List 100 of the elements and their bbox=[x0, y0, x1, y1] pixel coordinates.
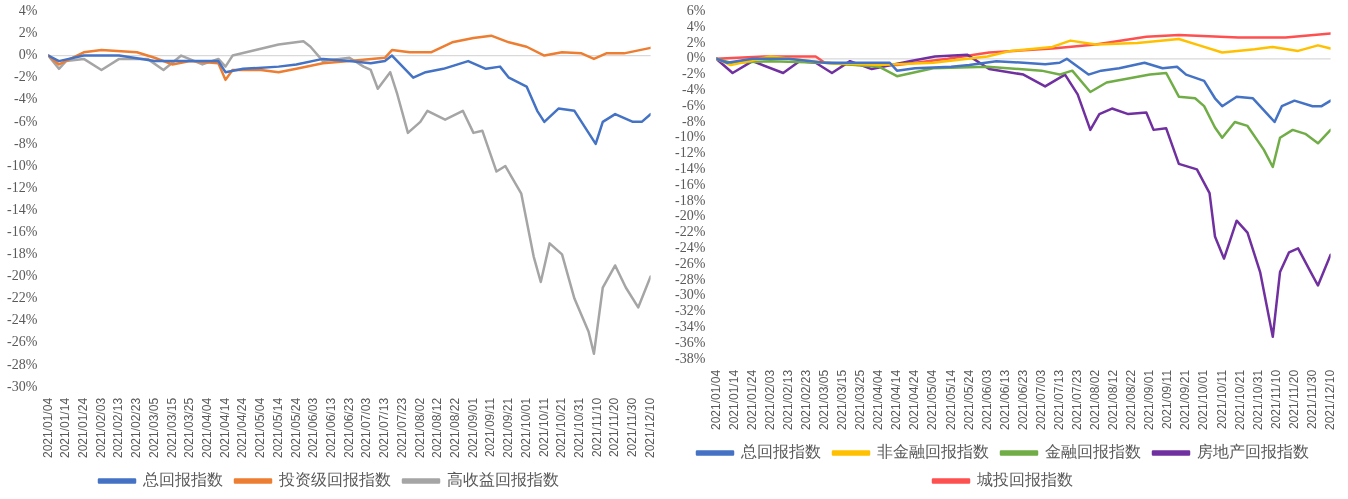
y-tick-label: -22% bbox=[675, 224, 706, 240]
y-tick-label: -34% bbox=[675, 319, 706, 335]
x-tick-label: 2021/11/30 bbox=[1304, 369, 1319, 430]
y-tick-label: -26% bbox=[675, 255, 706, 271]
x-tick-label: 2021/02/23 bbox=[798, 369, 813, 430]
legend-label: 投资级回报指数 bbox=[278, 470, 391, 490]
y-tick-label: 6% bbox=[686, 3, 706, 19]
x-tick-label: 2021/03/25 bbox=[182, 397, 197, 458]
x-tick-label: 2021/02/03 bbox=[762, 369, 777, 430]
x-tick-label: 2021/03/05 bbox=[817, 369, 832, 430]
x-tick-label: 2021/10/01 bbox=[518, 397, 533, 458]
x-tick-label: 2021/02/13 bbox=[111, 397, 126, 458]
x-tick-label: 2021/08/02 bbox=[1088, 369, 1103, 430]
x-tick-label: 2021/08/22 bbox=[1124, 369, 1139, 430]
x-tick-label: 2021/09/21 bbox=[1178, 369, 1193, 430]
x-tick-label: 2021/10/21 bbox=[554, 397, 569, 458]
x-tick-label: 2021/11/10 bbox=[1268, 369, 1283, 430]
x-tick-label: 2021/04/14 bbox=[217, 397, 232, 458]
x-tick-label: 2021/09/11 bbox=[483, 397, 498, 458]
x-tick-label: 2021/10/11 bbox=[536, 397, 551, 458]
x-tick-label: 2021/06/03 bbox=[979, 369, 994, 430]
y-tick-label: -30% bbox=[675, 287, 706, 303]
x-tick-label: 2021/05/24 bbox=[288, 397, 303, 458]
y-tick-label: -2% bbox=[14, 69, 38, 85]
y-tick-label: -32% bbox=[675, 303, 706, 319]
x-tick-label: 2021/05/14 bbox=[943, 369, 958, 430]
y-tick-label: 0% bbox=[18, 47, 38, 63]
legend-label: 高收益回报指数 bbox=[447, 470, 559, 490]
y-tick-label: -18% bbox=[675, 192, 706, 208]
x-tick-label: 2021/10/21 bbox=[1232, 369, 1247, 430]
y-tick-label: -16% bbox=[675, 176, 706, 192]
y-tick-label: -10% bbox=[675, 129, 706, 145]
x-tick-label: 2021/05/14 bbox=[270, 397, 285, 458]
x-tick-label: 2021/01/24 bbox=[744, 369, 759, 430]
y-tick-label: -22% bbox=[7, 290, 38, 306]
y-tick-label: -28% bbox=[675, 271, 706, 287]
x-tick-label: 2021/01/24 bbox=[76, 397, 91, 458]
x-tick-label: 2021/01/14 bbox=[58, 397, 73, 458]
x-tick-label: 2021/04/04 bbox=[871, 369, 886, 430]
y-tick-label: -4% bbox=[14, 91, 38, 107]
x-tick-label: 2021/04/14 bbox=[889, 369, 904, 430]
x-tick-label: 2021/07/13 bbox=[377, 397, 392, 458]
legend-label: 总回报指数 bbox=[142, 470, 223, 490]
x-tick-label: 2021/08/22 bbox=[448, 397, 463, 458]
y-tick-label: -38% bbox=[675, 350, 706, 366]
y-tick-label: -6% bbox=[14, 113, 38, 129]
y-tick-label: 4% bbox=[18, 3, 38, 19]
x-tick-label: 2021/07/23 bbox=[394, 397, 409, 458]
x-tick-label: 2021/03/15 bbox=[164, 397, 179, 458]
y-tick-label: -20% bbox=[675, 208, 706, 224]
x-tick-label: 2021/01/04 bbox=[708, 369, 723, 430]
y-tick-label: -12% bbox=[675, 145, 706, 161]
x-tick-label: 2021/03/25 bbox=[853, 369, 868, 430]
y-tick-label: -4% bbox=[682, 82, 706, 98]
x-tick-label: 2021/02/23 bbox=[129, 397, 144, 458]
x-tick-label: 2021/11/10 bbox=[589, 397, 604, 458]
x-tick-label: 2021/06/03 bbox=[306, 397, 321, 458]
x-tick-label: 2021/04/24 bbox=[235, 397, 250, 458]
x-tick-label: 2021/05/04 bbox=[925, 369, 940, 430]
x-tick-label: 2021/10/01 bbox=[1196, 369, 1211, 430]
x-tick-label: 2021/09/11 bbox=[1160, 369, 1175, 430]
x-tick-label: 2021/06/23 bbox=[341, 397, 356, 458]
x-tick-label: 2021/04/04 bbox=[200, 397, 215, 458]
x-tick-label: 2021/11/20 bbox=[1286, 369, 1301, 430]
y-tick-label: -12% bbox=[7, 179, 38, 195]
y-tick-label: -30% bbox=[7, 378, 38, 394]
x-tick-label: 2021/12/10 bbox=[1322, 369, 1337, 430]
y-tick-label: -14% bbox=[675, 161, 706, 177]
x-tick-label: 2021/07/03 bbox=[359, 397, 374, 458]
y-tick-label: -36% bbox=[675, 334, 706, 350]
y-tick-label: -10% bbox=[7, 157, 38, 173]
x-tick-label: 2021/06/13 bbox=[997, 369, 1012, 430]
x-tick-label: 2021/07/03 bbox=[1033, 369, 1048, 430]
legend-label: 房地产回报指数 bbox=[1197, 442, 1309, 462]
y-tick-label: -2% bbox=[682, 66, 706, 82]
y-tick-label: -8% bbox=[682, 113, 706, 129]
x-tick-label: 2021/04/24 bbox=[907, 369, 922, 430]
y-tick-label: -24% bbox=[675, 240, 706, 256]
y-tick-label: -20% bbox=[7, 268, 38, 284]
legend-label: 金融回报指数 bbox=[1045, 442, 1141, 462]
x-tick-label: 2021/11/30 bbox=[625, 397, 640, 458]
x-tick-label: 2021/09/01 bbox=[465, 397, 480, 458]
x-tick-label: 2021/05/04 bbox=[253, 397, 268, 458]
x-tick-label: 2021/11/20 bbox=[607, 397, 622, 458]
x-tick-label: 2021/12/10 bbox=[642, 397, 657, 458]
y-tick-label: -28% bbox=[7, 356, 38, 372]
y-tick-label: -14% bbox=[7, 201, 38, 217]
y-tick-label: 2% bbox=[18, 25, 38, 41]
x-tick-label: 2021/10/31 bbox=[1250, 369, 1265, 430]
x-tick-label: 2021/09/21 bbox=[501, 397, 516, 458]
x-tick-label: 2021/07/13 bbox=[1051, 369, 1066, 430]
x-tick-label: 2021/07/23 bbox=[1069, 369, 1084, 430]
legend-label: 总回报指数 bbox=[740, 442, 821, 462]
y-tick-label: -26% bbox=[7, 334, 38, 350]
y-tick-label: -24% bbox=[7, 312, 38, 328]
x-tick-label: 2021/08/12 bbox=[430, 397, 445, 458]
x-tick-label: 2021/10/31 bbox=[572, 397, 587, 458]
y-tick-label: 0% bbox=[686, 50, 706, 66]
x-tick-label: 2021/01/04 bbox=[40, 397, 55, 458]
x-tick-label: 2021/09/01 bbox=[1142, 369, 1157, 430]
